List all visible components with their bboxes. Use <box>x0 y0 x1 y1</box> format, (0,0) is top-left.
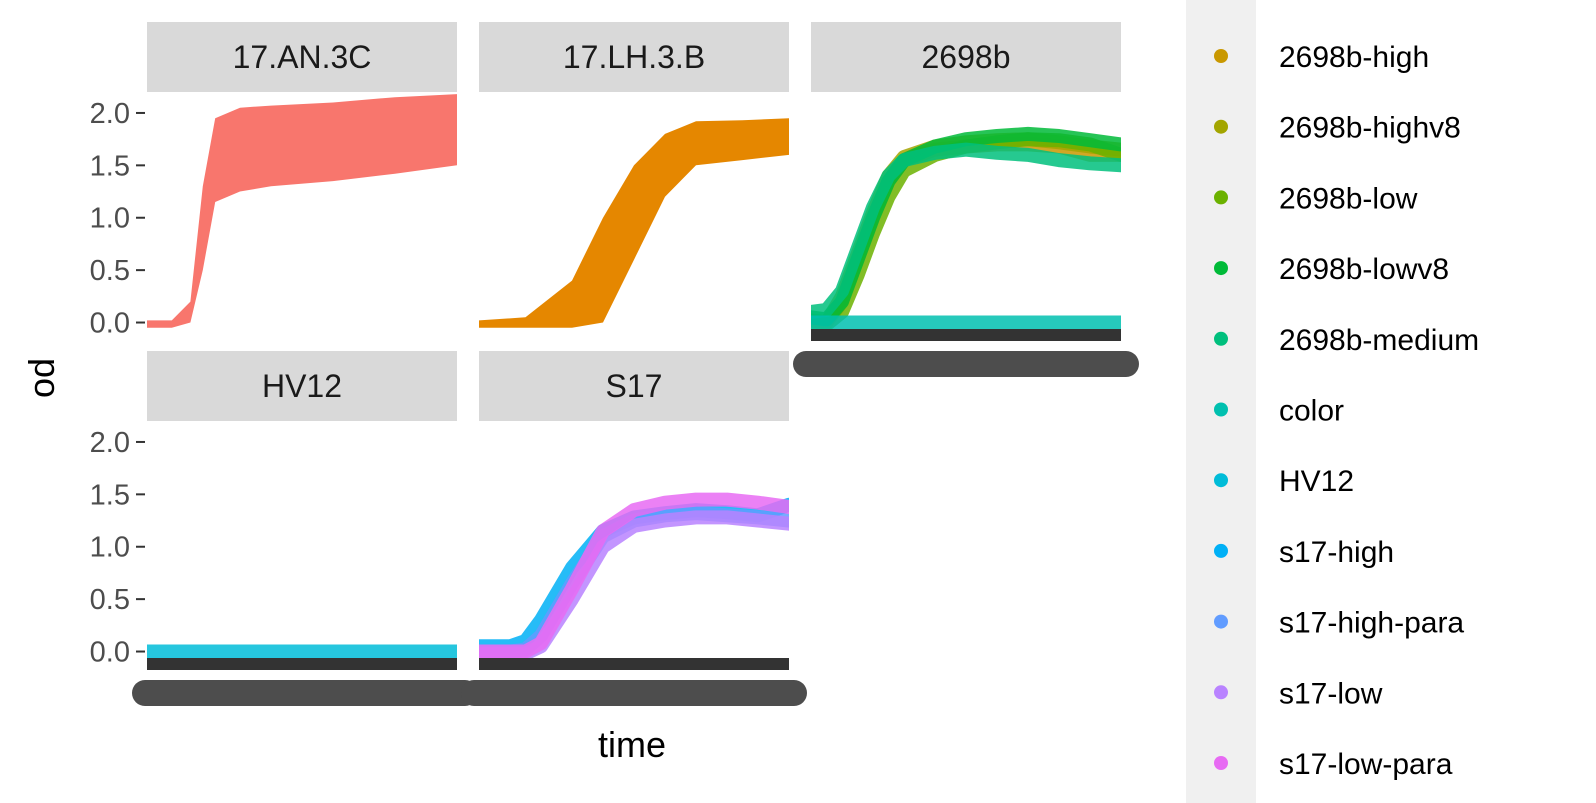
x-tick-labels-overplotted <box>793 351 1139 377</box>
x-axis-title: time <box>598 724 666 765</box>
legend-key <box>1214 402 1228 417</box>
facet-strip <box>479 351 789 421</box>
facet-label: 17.LH.3.B <box>563 39 705 75</box>
y-tick-label: 2.0 <box>90 98 130 130</box>
series-band <box>147 94 457 328</box>
legend-entry: color <box>1279 395 1344 428</box>
facet-strip <box>147 351 457 421</box>
legend-entry: 2698b-medium <box>1279 324 1479 357</box>
legend-entry: 2698b-lowv8 <box>1279 253 1449 286</box>
y-tick-label: 1.5 <box>90 479 130 511</box>
y-tick-label: 1.0 <box>90 203 130 235</box>
y-tick-label: 0.5 <box>90 255 130 287</box>
legend-entry: s17-low <box>1279 677 1383 710</box>
x-tick-labels-overplotted <box>132 680 478 706</box>
x-axis-ticks <box>811 329 1121 341</box>
legend-key <box>1214 756 1228 770</box>
legend-entry: 2698b-high <box>1279 41 1429 74</box>
series-line <box>811 142 1121 319</box>
facet-strip <box>479 22 789 92</box>
series-band <box>479 118 789 328</box>
x-tick-labels-overplotted <box>461 680 807 706</box>
x-axis-ticks <box>479 658 789 670</box>
facet-label: 17.AN.3C <box>233 39 372 75</box>
legend-key <box>1214 614 1228 629</box>
legend-entry: s17-high <box>1279 536 1394 569</box>
legend-key <box>1214 49 1228 63</box>
y-tick-label: 0.5 <box>90 584 130 616</box>
legend-key <box>1214 685 1228 700</box>
y-axis-title: od <box>21 358 62 398</box>
legend-entry: HV12 <box>1279 465 1354 498</box>
legend-key <box>1214 331 1228 346</box>
legend-key <box>1214 261 1228 276</box>
legend-entry: 2698b-highv8 <box>1279 112 1461 145</box>
y-tick-label: 2.0 <box>90 427 130 459</box>
legend-key <box>1214 543 1228 558</box>
facet-label: S17 <box>606 368 663 404</box>
y-tick-label: 0.0 <box>90 637 130 669</box>
facet-label: 2698b <box>922 39 1011 75</box>
legend-key <box>1214 190 1228 205</box>
legend-entry: 2698b-low <box>1279 182 1418 215</box>
legend-key <box>1214 473 1228 488</box>
legend-entry: s17-high-para <box>1279 607 1464 640</box>
facet-strip <box>811 22 1121 92</box>
legend-key <box>1214 119 1228 134</box>
x-axis-ticks <box>147 658 457 670</box>
legend-entry: s17-low-para <box>1279 748 1453 781</box>
y-tick-label: 0.0 <box>90 308 130 340</box>
series-line <box>479 492 789 659</box>
y-tick-label: 1.5 <box>90 150 130 182</box>
legend-key-background <box>1186 0 1256 803</box>
facet-label: HV12 <box>262 368 342 404</box>
facet-strip <box>147 22 457 92</box>
y-tick-label: 1.0 <box>90 532 130 564</box>
